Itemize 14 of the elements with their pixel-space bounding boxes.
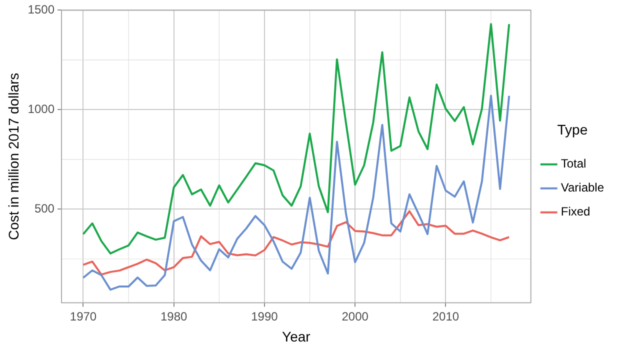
x-tick-label: 2000 [342, 309, 369, 324]
y-axis-title: Cost in million 2017 dollars [5, 72, 22, 240]
y-tick-label: 500 [34, 202, 55, 216]
legend-label: Total [560, 156, 586, 171]
y-tick-label: 1500 [28, 2, 55, 17]
x-axis-title: Year [282, 328, 311, 344]
legend-title: Type [557, 121, 588, 138]
x-tick-label: 1980 [160, 309, 188, 324]
legend-label: Fixed [560, 204, 590, 219]
x-tick-label: 2010 [432, 309, 460, 324]
legend-label: Variable [560, 180, 604, 195]
y-tick-label: 1000 [28, 102, 55, 116]
x-tick-label: 1970 [70, 309, 97, 324]
x-tick-label: 1990 [251, 309, 278, 324]
